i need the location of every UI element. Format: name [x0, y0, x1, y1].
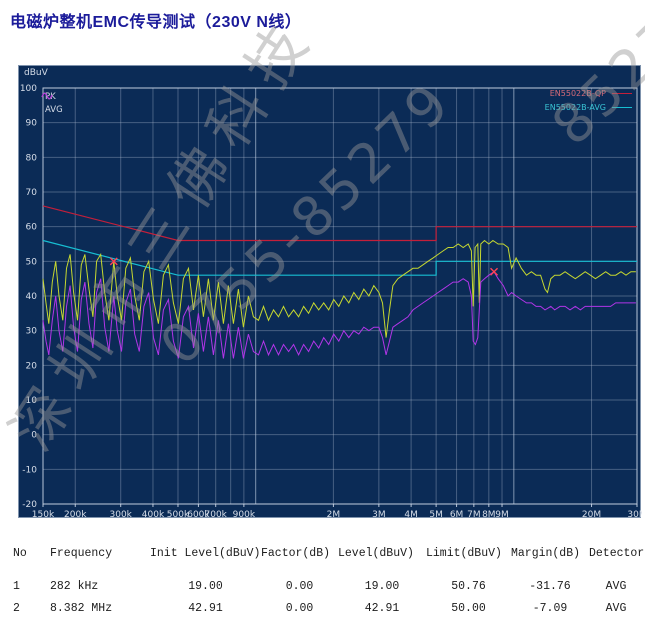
table-cell: 19.00 [364, 579, 400, 593]
limit-line-EN55022B-AVG [42, 239, 637, 276]
limit-line-EN55022B-QP [42, 205, 637, 242]
limit-avg-line-swatch [612, 106, 632, 108]
legend-entry-avg: AVG [41, 92, 63, 116]
y-tick-label: 30 [26, 327, 38, 337]
x-tick-label: 600k [187, 510, 210, 519]
table-header-cell: Factor(dB) [261, 546, 331, 560]
trace-legend: PK AVG [41, 90, 63, 116]
x-tick-label: 4M [404, 510, 418, 519]
limit-qp-line-swatch [612, 92, 632, 94]
table-cell: 1 [13, 579, 20, 593]
x-tick-label: 900k [233, 510, 256, 519]
x-tick-label: 400k [142, 510, 165, 519]
y-tick-label: 20 [26, 361, 38, 371]
table-cell: 42.91 [188, 601, 223, 615]
x-tick-label: 7M [467, 510, 481, 519]
legend-entry-limit-avg: EN55022B-AVG [545, 100, 632, 114]
x-tick-label: 300k [110, 510, 133, 519]
limit-qp-label: EN55022B-QP [549, 88, 606, 98]
emc-spectrum-chart: 100 90 80 70 60 50 40 30 20 10 0 -10 -20 150k 200k 300k… [18, 65, 642, 519]
y-tick-label: 50 [26, 257, 38, 267]
y-tick-label: 60 [26, 223, 38, 233]
x-tick-label: 6M [450, 510, 464, 519]
x-tick-label: 30M [627, 510, 642, 519]
trace-AVG [42, 270, 636, 359]
y-tick-label: 90 [26, 119, 38, 129]
table-header-cell: Level(dBuV) [338, 546, 414, 560]
y-tick-label: -10 [22, 465, 37, 475]
table-header-cell: Detector [589, 546, 645, 560]
table-cell: AVG [605, 601, 627, 615]
table-cell: 0.00 [285, 579, 314, 593]
table-row: 2 8.382 MHz 42.91 0.00 42.91 50.00 -7.09 AVG [13, 597, 643, 619]
table-header-cell: No [13, 546, 27, 560]
y-tick-label: 40 [26, 292, 38, 302]
x-tick-label: 3M [372, 510, 386, 519]
y-tick-label: 10 [26, 396, 38, 406]
y-tick-label: 0 [31, 431, 37, 441]
measurement-marker [490, 267, 499, 276]
measurement-results-table: No Frequency Init Level(dBuV) Factor(dB) Lev… [13, 545, 645, 619]
x-tick-label: 700k [205, 510, 228, 519]
table-header-cell: Init Level(dBuV) [150, 546, 261, 560]
table-row: 1 282 kHz 19.00 0.00 19.00 50.76 -31.76 AVG [13, 575, 643, 597]
table-cell: 0.00 [285, 601, 314, 615]
x-tick-label: 2M [327, 510, 341, 519]
y-tick-label: -20 [22, 500, 37, 510]
table-header-cell: Margin(dB) [511, 546, 581, 560]
trace-PK [42, 239, 636, 338]
table-cell: 50.00 [451, 601, 486, 615]
table-cell: 19.00 [188, 579, 223, 593]
x-tick-label: 5M [429, 510, 443, 519]
x-tick-label: 200k [64, 510, 87, 519]
table-cell: AVG [605, 579, 627, 593]
page-title: 电磁炉整机EMC传导测试（230V N线） [10, 14, 302, 31]
avg-squiggle-icon [41, 92, 53, 100]
legend-avg-label: AVG [45, 104, 63, 115]
limit-avg-label: EN55022B-AVG [544, 102, 606, 112]
x-tick-label: 8M [482, 510, 496, 519]
x-tick-label: 9M [495, 510, 509, 519]
y-tick-label: 70 [26, 188, 38, 198]
y-tick-label: 80 [26, 153, 38, 163]
table-header-cell: Limit(dBuV) [426, 546, 502, 560]
x-tick-label: 500k [167, 510, 190, 519]
table-cell: 8.382 MHz [50, 601, 113, 615]
table-spacer-row [13, 561, 643, 575]
y-axis-unit-label: dBuV [24, 68, 48, 78]
legend-entry-limit-qp: EN55022B-QP [545, 86, 632, 100]
table-cell: 50.76 [451, 579, 486, 593]
table-cell: -31.76 [529, 579, 571, 593]
plot-border [42, 87, 638, 505]
table-cell: 42.91 [364, 601, 400, 615]
table-cell: 2 [13, 601, 20, 615]
table-cell: 282 kHz [50, 579, 99, 593]
limit-legend: EN55022B-QP EN55022B-AVG [545, 86, 632, 114]
legend-pk-label: PK [45, 91, 56, 102]
measurement-marker [109, 257, 118, 266]
x-tick-label: 150k [32, 510, 55, 519]
table-header-row: No Frequency Init Level(dBuV) Factor(dB) Lev… [13, 545, 645, 561]
y-tick-label: 100 [20, 84, 37, 94]
x-tick-label: 20M [582, 510, 601, 519]
table-header-cell: Frequency [50, 546, 113, 560]
table-cell: -7.09 [532, 601, 568, 615]
